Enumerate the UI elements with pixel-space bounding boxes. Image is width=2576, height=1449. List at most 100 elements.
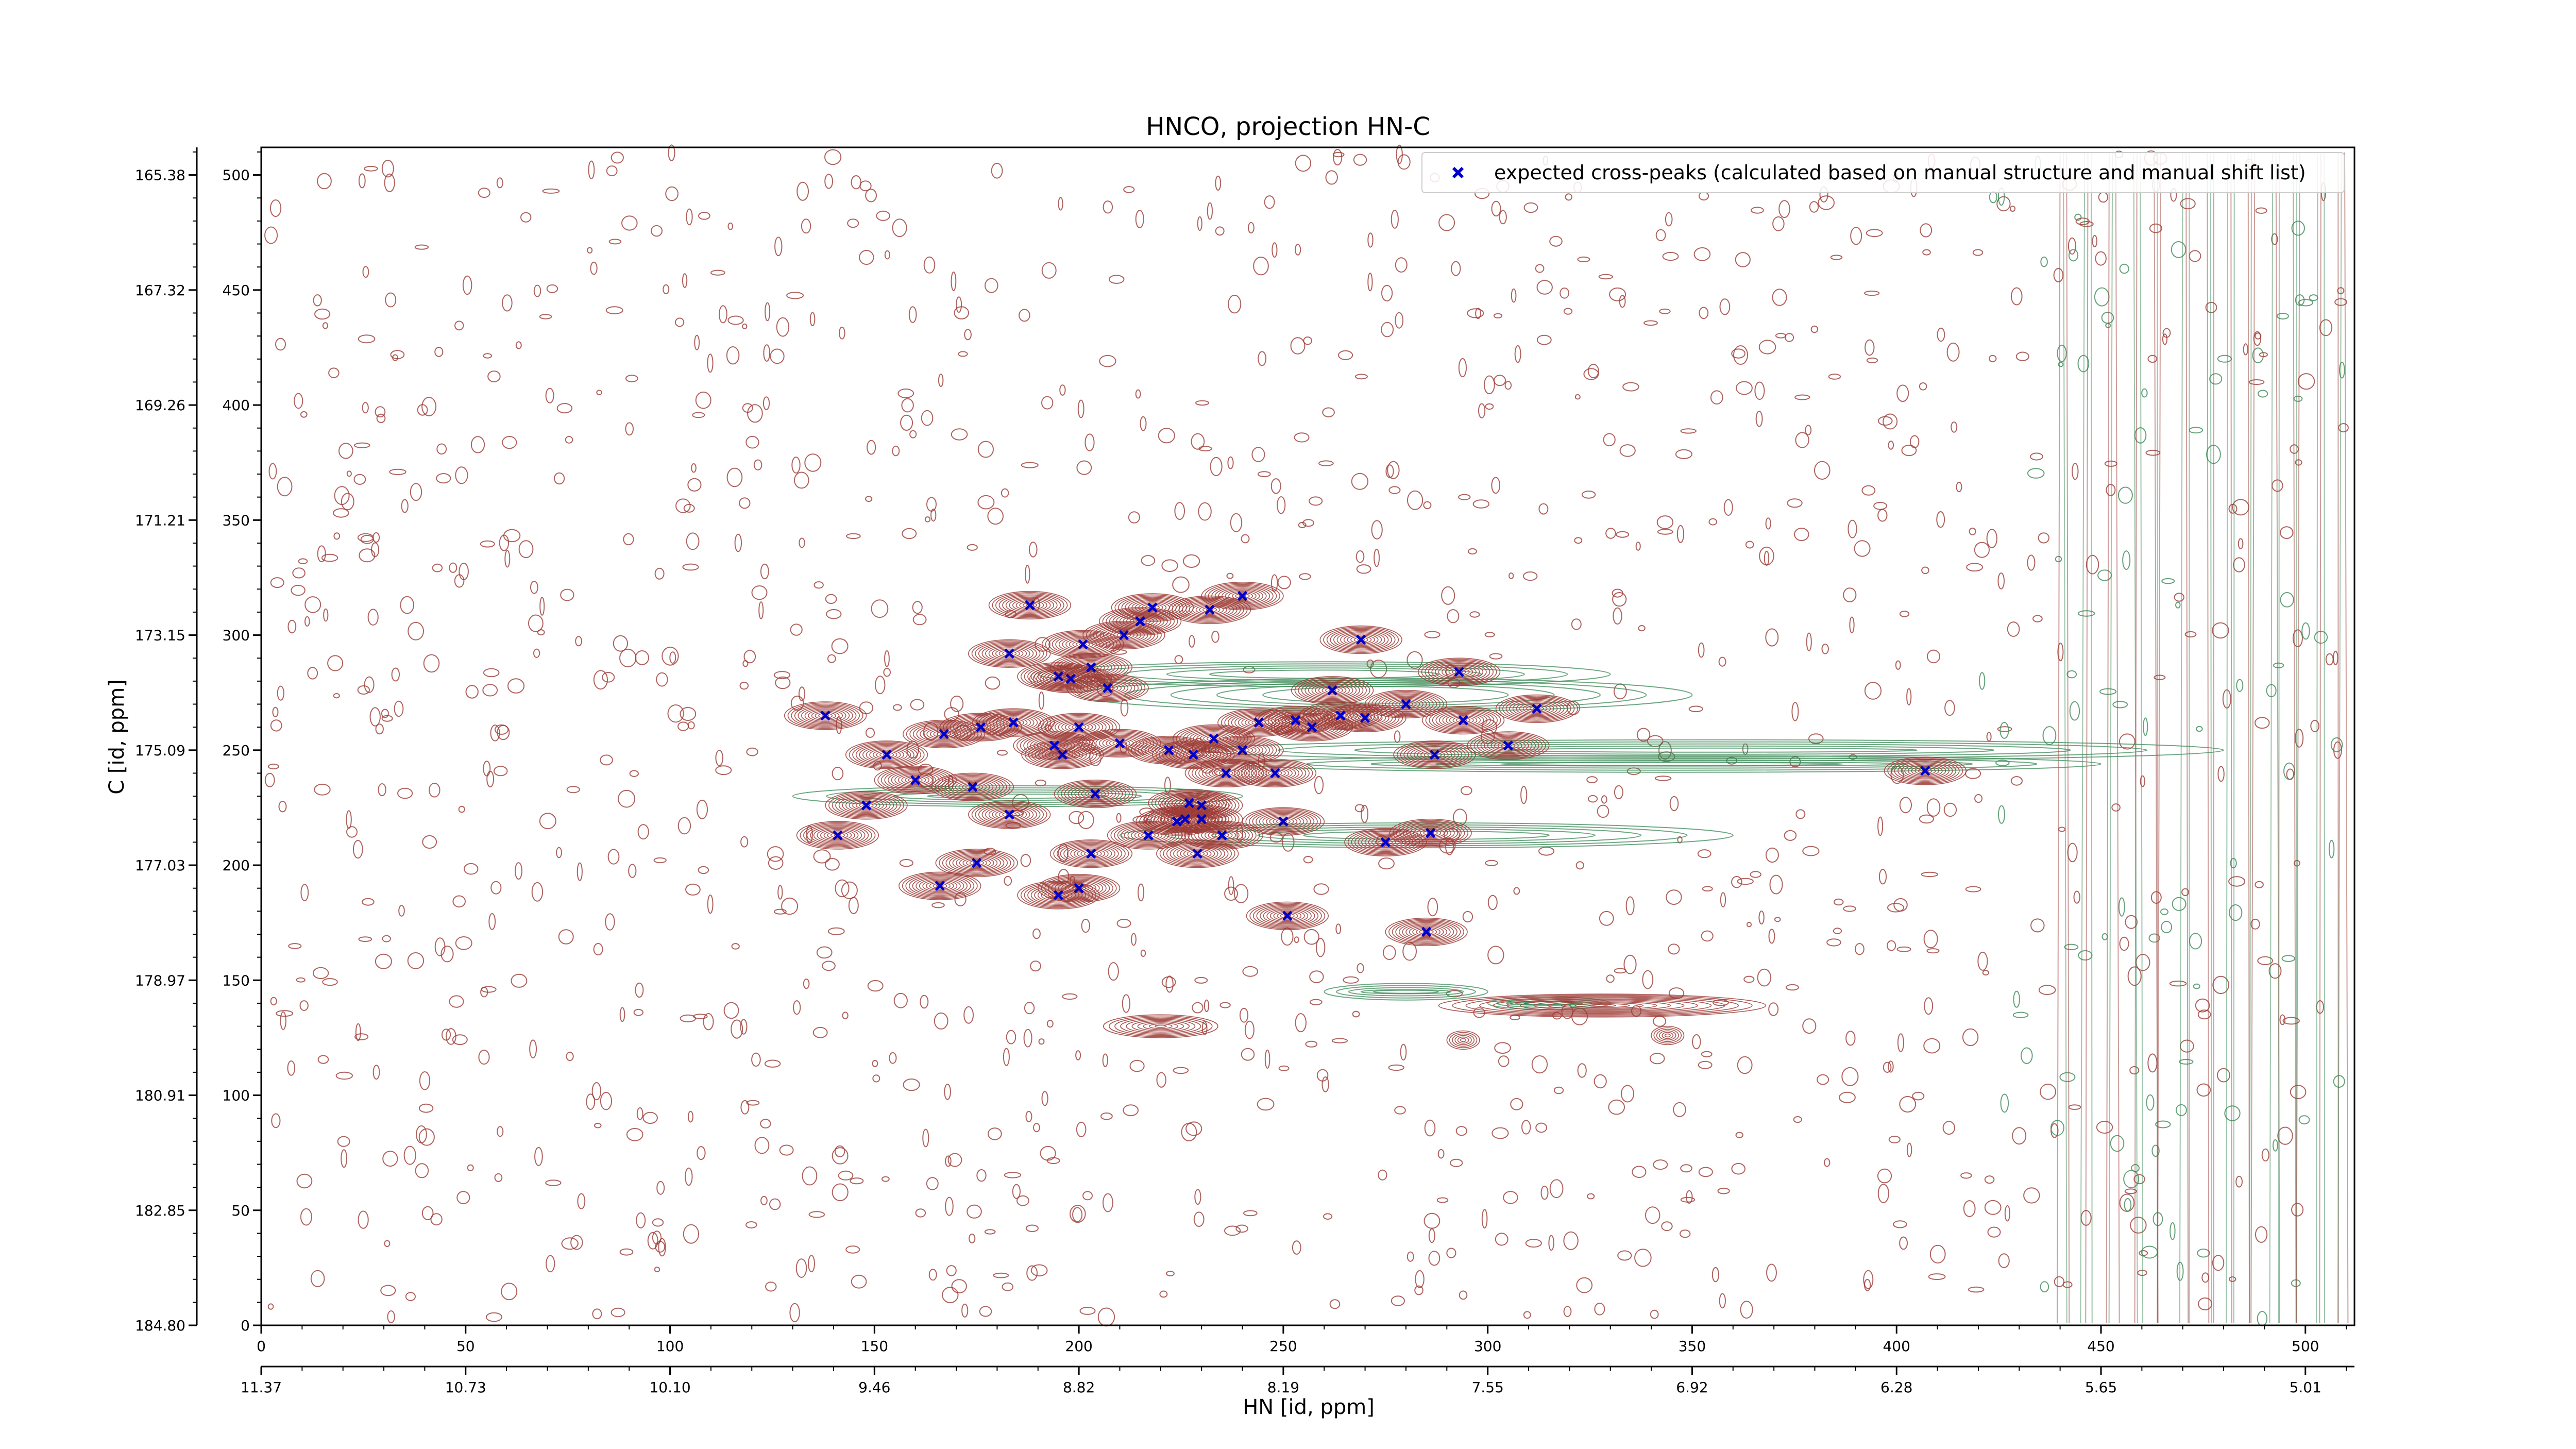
noise-contour (1388, 1064, 1404, 1071)
noise-contour (2160, 908, 2168, 915)
noise-contour (1494, 375, 1506, 386)
noise-contour (876, 210, 890, 221)
positive-contour (1037, 669, 1079, 684)
noise-contour (976, 1169, 987, 1182)
cross-peak-marker (935, 881, 945, 891)
positive-contour (1414, 747, 1456, 762)
noise-contour (842, 1012, 849, 1020)
positive-contour (992, 715, 1035, 730)
negative-contour (1277, 741, 2148, 759)
positive-contour (909, 875, 971, 897)
noise-contour (1680, 428, 1697, 434)
noise-contour (619, 1248, 634, 1256)
noise-contour (452, 1034, 468, 1045)
noise-contour (655, 1241, 666, 1253)
positive-contour (1196, 732, 1231, 745)
noise-contour (2282, 1017, 2300, 1025)
noise-contour (372, 532, 380, 543)
noise-contour (967, 1204, 982, 1219)
noise-contour (1024, 1002, 1035, 1015)
positive-contour (1159, 840, 1235, 867)
noise-contour (1742, 743, 1749, 755)
positive-contour (1333, 713, 1348, 719)
positive-contour (1358, 715, 1372, 721)
positive-contour (1256, 812, 1311, 831)
cross-peak-marker (1172, 816, 1182, 827)
cross-peak-marker (1290, 715, 1301, 726)
noise-contour (1768, 1002, 1779, 1016)
noise-contour (490, 724, 500, 742)
noise-contour (362, 402, 369, 414)
positive-contour (1191, 761, 1261, 785)
noise-contour (1120, 699, 1129, 717)
positive-contour (1911, 766, 1940, 776)
noise-contour (1794, 394, 1810, 400)
positive-contour (1055, 752, 1070, 757)
positive-contour (1501, 743, 1516, 749)
positive-contour (1269, 816, 1298, 827)
noise-contour (2119, 936, 2129, 951)
positive-contour (1265, 815, 1301, 828)
noise-contour (683, 503, 695, 513)
positive-contour (1324, 703, 1406, 732)
noise-contour (1845, 1031, 1856, 1046)
noise-contour (1795, 809, 1806, 819)
noise-contour (1122, 994, 1130, 1013)
noise-contour (1802, 846, 1820, 856)
positive-contour (1218, 770, 1233, 776)
noise-contour (429, 783, 440, 798)
noise-contour (893, 992, 908, 1008)
noise-contour (593, 943, 603, 956)
noise-contour (1004, 875, 1012, 886)
noise-contour (449, 562, 457, 573)
positive-contour (926, 728, 962, 740)
noise-contour (470, 436, 485, 453)
noise-contour (1619, 444, 1636, 457)
positive-contour (1248, 810, 1318, 834)
positive-contour (1037, 874, 1121, 903)
noise-contour (1174, 502, 1185, 520)
positive-contour (1163, 841, 1232, 866)
noise-contour (486, 770, 494, 788)
noise-contour (2117, 486, 2133, 504)
positive-contour (1076, 642, 1091, 647)
positive-contour (1432, 709, 1495, 731)
noise-contour (268, 463, 277, 480)
cross-peak-marker (971, 857, 982, 868)
noise-contour (1758, 911, 1765, 924)
noise-contour (1531, 1055, 1548, 1074)
positive-contour (1467, 731, 1550, 760)
positive-contour (855, 744, 918, 766)
noise-contour (2023, 1187, 2040, 1204)
positive-contour (1395, 921, 1458, 943)
noise-contour (353, 840, 363, 859)
cross-peak-marker (1307, 722, 1317, 732)
positive-contour (1044, 715, 1114, 739)
noise-contour (1387, 461, 1400, 479)
noise-contour (1746, 922, 1752, 928)
positive-contour (866, 747, 908, 762)
noise-contour (376, 413, 386, 424)
positive-contour (1049, 839, 1133, 868)
positive-contour (1024, 883, 1093, 907)
noise-contour (667, 704, 684, 723)
noise-contour (299, 1000, 309, 1011)
noise-contour (354, 442, 370, 448)
noise-contour (2146, 1094, 2155, 1111)
positive-contour (1403, 744, 1466, 766)
positive-contour (1506, 998, 1698, 1013)
positive-contour (1302, 702, 1379, 729)
noise-contour (1956, 481, 1962, 493)
positive-contour (1427, 752, 1442, 757)
noise-contour (1737, 1056, 1753, 1074)
noise-contour (1599, 911, 1614, 926)
positive-contour (1066, 673, 1149, 702)
noise-contour (2147, 1053, 2158, 1073)
noise-contour (1103, 1193, 1113, 1212)
noise-contour (1194, 976, 1208, 984)
noise-contour (799, 537, 805, 548)
positive-contour (1095, 735, 1144, 752)
negative-contour (1499, 762, 1844, 766)
noise-contour (561, 1237, 579, 1250)
noise-contour (2273, 1139, 2278, 1152)
